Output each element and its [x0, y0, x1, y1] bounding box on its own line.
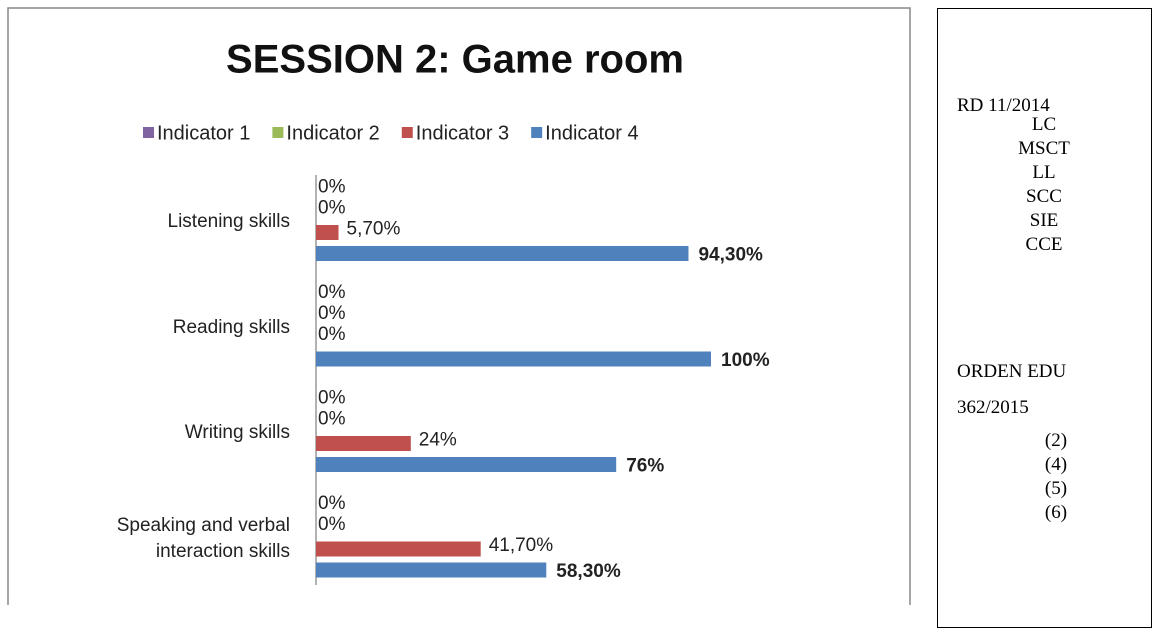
panel-heading: RD 11/2014: [957, 95, 1050, 116]
panel-item: CCE: [1025, 234, 1063, 255]
page: SESSION 2: Game room Indicator 1 Indicato…: [7, 7, 1152, 628]
panel-heading: 362/2015: [957, 397, 1029, 418]
panel-item: LL: [1032, 162, 1056, 183]
data-label: 0%: [318, 324, 346, 345]
data-label: 0%: [318, 409, 346, 430]
data-label: 0%: [318, 198, 346, 219]
panel-item: SCC: [1026, 186, 1062, 207]
legend-label: Indicator 2: [286, 122, 379, 144]
data-label: 0%: [318, 388, 346, 409]
data-label: 0%: [318, 177, 346, 198]
data-label: 76%: [626, 456, 664, 477]
panel-item: (6): [1044, 502, 1068, 523]
bar: [316, 225, 339, 240]
panel-item: LC: [1031, 114, 1057, 135]
chart-frame: [7, 7, 911, 605]
panel-heading: ORDEN EDU: [957, 361, 1067, 382]
panel-item: (2): [1044, 430, 1068, 451]
legend-swatch: [531, 127, 543, 138]
data-label: 5,70%: [347, 219, 401, 240]
y-tick-label: Writing skills: [184, 422, 290, 443]
panel-item: (4): [1044, 454, 1068, 475]
panel-item: (5): [1044, 478, 1068, 499]
bar: [316, 562, 547, 578]
bar: [316, 457, 617, 472]
chart: SESSION 2: Game room Indicator 1 Indicato…: [7, 7, 911, 605]
y-tick-label: Listening skills: [167, 211, 291, 232]
data-label: 0%: [318, 303, 346, 324]
y-tick-label: Speaking and verbal interaction skills: [116, 514, 290, 562]
panel-item: MSCT: [1018, 138, 1070, 159]
panel-item: SIE: [1029, 210, 1059, 231]
legend-swatch: [401, 127, 413, 138]
data-label: 41,70%: [489, 535, 554, 556]
bar: [316, 541, 481, 557]
y-tick-label: Reading skills: [172, 316, 290, 338]
legend-label: Indicator 3: [416, 122, 509, 144]
legend-label: Indicator 4: [545, 122, 638, 144]
data-label: 0%: [318, 493, 346, 514]
data-label: 100%: [721, 350, 770, 371]
legend-swatch: [272, 127, 284, 138]
chart-title: SESSION 2: Game room: [226, 38, 684, 82]
data-label: 24%: [419, 430, 457, 451]
bar: [316, 246, 689, 261]
data-label: 58,30%: [556, 561, 621, 582]
legend-label: Indicator 1: [157, 122, 250, 144]
legend-swatch: [143, 127, 154, 138]
bar: [316, 436, 411, 451]
side-panel: RD 11/2014 LC MSCT LL SCC SIE CCE ORDEN EDU 362/…: [937, 8, 1152, 628]
data-label: 0%: [318, 282, 346, 303]
data-label: 94,30%: [698, 245, 763, 266]
bar: [316, 351, 711, 367]
data-label: 0%: [318, 514, 346, 535]
